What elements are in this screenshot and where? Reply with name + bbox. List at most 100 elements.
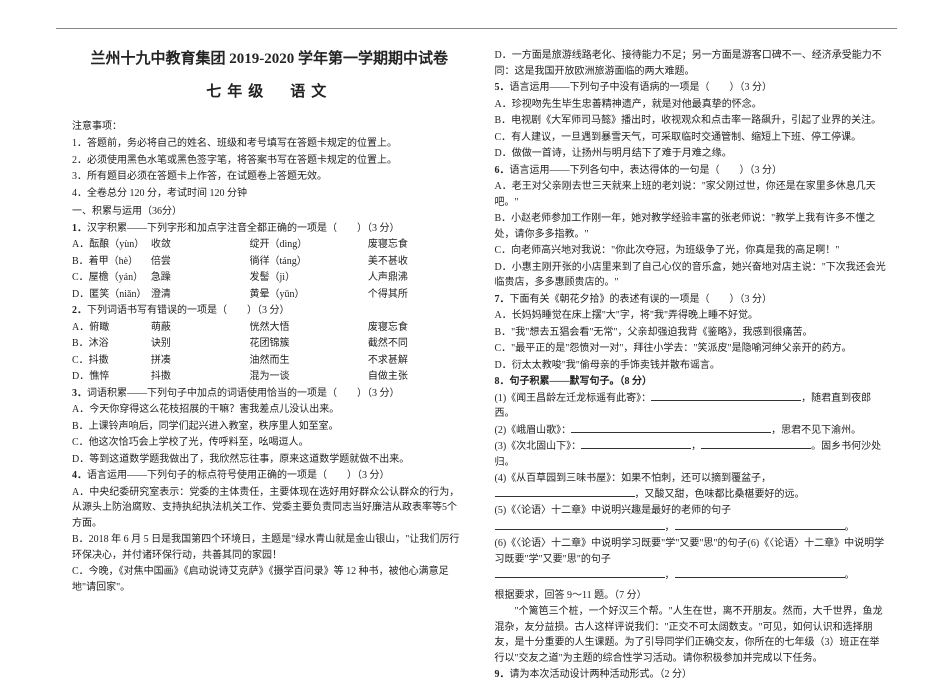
q8-5-pre: (5)《〈论语〉十二章》中说明兴趣是最好的老师的句子 xyxy=(495,505,732,516)
q2-opt-b: B．沐浴诀别花团锦簇截然不同 xyxy=(72,336,467,352)
cell: B．沐浴 xyxy=(72,336,151,352)
q8-item-1: (1)《闻王昌龄左迁龙标遥有此寄》：，随君直到夜郎西。 xyxy=(495,391,890,422)
fill-blank[interactable] xyxy=(495,520,665,530)
cell: 恍然大悟 xyxy=(250,320,368,336)
q6-stem: 6．语言运用——下列各句中，表达得体的一句是（ ）（3 分） xyxy=(495,163,890,179)
q2-stem-text: 下列词语书写有错误的一项是（ ）（3 分） xyxy=(87,305,290,316)
q5-stem: 5．语言运用——下列句子中没有语病的一项是（ ）（3 分） xyxy=(495,80,890,96)
cell: D．憔悴 xyxy=(72,369,151,385)
cell: 废寝忘食 xyxy=(368,237,467,253)
cell: 花团锦簇 xyxy=(250,336,368,352)
q6-opt-c: C．向老师高兴地对我说："你此次夺冠，为班级争了光，你真是我的高足啊！" xyxy=(495,243,890,259)
cell: A．酝酿（yùn） xyxy=(72,237,151,253)
q3-opt-a: A．今天你穿得这么花枝招展的干嘛？害我差点儿没认出来。 xyxy=(72,402,467,418)
notice-item: 1．答题前，务必将自己的姓名、班级和考号填写在答题卡规定的位置上。 xyxy=(72,136,467,152)
q8-label: 8．句子积累——默写句子。（8 分） xyxy=(495,376,653,387)
fill-blank[interactable] xyxy=(581,439,691,449)
q5-opt-a: A．珍视吻先生毕生忠善精神遗产，就是对他最真挚的怀念。 xyxy=(495,97,890,113)
notice-item: 3．所有题目必须在答题卡上作答，在试题卷上答题无效。 xyxy=(72,169,467,185)
q7-opt-a: A．长妈妈睡觉在床上摆"大"字，将"我"弄得晚上睡不好觉。 xyxy=(495,308,890,324)
q4-stem: 4．语言运用——下列句子的标点符号使用正确的一项是（ ）（3 分） xyxy=(72,468,467,484)
q6-opt-b: B．小赵老师参加工作刚一年，她对教学经验丰富的张老师说："教学上我有许多不懂之处… xyxy=(495,211,890,242)
cell: 个得其所 xyxy=(368,287,467,303)
q7-stem: 7．下面有关《朝花夕拾》的表述有误的一项是（ ）（3 分） xyxy=(495,292,890,308)
q1-stem-text: 汉字积累——下列字形和加点字注音全都正确的一项是（ ）（3 分） xyxy=(87,223,400,234)
q7-opt-c: C．"最平正的是"怨愤对一对"，拜往小学去："笑派皮"是隐喻河绅父亲开的药方。 xyxy=(495,341,890,357)
fill-blank[interactable] xyxy=(571,423,771,433)
q4-stem-text: 语言运用——下列句子的标点符号使用正确的一项是（ ）（3 分） xyxy=(87,470,390,481)
cell: 黄晕（yūn） xyxy=(250,287,368,303)
cell: 油然而生 xyxy=(250,353,368,369)
q1-stem: 1．汉字积累——下列字形和加点字注音全都正确的一项是（ ）（3 分） xyxy=(72,221,467,237)
q6-stem-text: 语言运用——下列各句中，表达得体的一句是（ ）（3 分） xyxy=(510,165,783,176)
q3-opt-b: B．上课铃声响后，同学们起兴进入教室，秩序里人如至室。 xyxy=(72,419,467,435)
q1-opt-c: C．屋檐（yán）急躁发髻（jì）人声鼎沸 xyxy=(72,270,467,286)
q8-item-4: (4)《从百草园到三味书屋》：如果不怕刺，还可以摘到覆盆子，，又酸又甜，色味都比… xyxy=(495,471,890,502)
q3-opt-d: D．等到这道数学题我做出了，我欣然忘往事，原来这道数学题就做不出来。 xyxy=(72,452,467,468)
q5-opt-b: B．电视剧《大军师司马懿》播出时，收视观众和点击率一路飙升，引起了业界的关注。 xyxy=(495,113,890,129)
q8-6-pre: (6)《〈论语〉十二章》中说明学习既要"学"又要"思"的句子 xyxy=(495,538,748,549)
q8-item-5b: ，。 xyxy=(495,520,890,536)
q8-item-3: (3)《次北固山下》：，。固乡书何沙处归。 xyxy=(495,439,890,470)
fill-blank[interactable] xyxy=(701,439,811,449)
cell: 人声鼎沸 xyxy=(368,270,467,286)
q4-opt-a: A．中央纪委研究室表示：党委的主体责任，主要体现在选好用好群众公认群众的行为，从… xyxy=(72,485,467,532)
task-head: 根据要求，回答 9～11 题。（7 分） xyxy=(495,588,890,604)
section-a-heading: 一、积累与运用（36分） xyxy=(72,204,467,220)
q5-stem-text: 语言运用——下列句子中没有语病的一项是（ ）（3 分） xyxy=(510,82,773,93)
cell: B．着甲（hè） xyxy=(72,254,151,270)
exam-title-sub: 七年级 语文 xyxy=(72,81,467,104)
task-body: "个篱笆三个桩，一个好汉三个帮。"人生在世，离不开朋友。然而，大千世界，鱼龙混杂… xyxy=(495,604,890,666)
fill-blank[interactable] xyxy=(651,391,801,401)
cell: 废寝忘食 xyxy=(368,320,467,336)
cell: 诀别 xyxy=(151,336,250,352)
fill-blank[interactable] xyxy=(675,568,845,578)
exam-title-main: 兰州十九中教育集团 2019-2020 学年第一学期期中试卷 xyxy=(72,48,467,71)
cell: 倍尝 xyxy=(151,254,250,270)
cell: C．抖擞 xyxy=(72,353,151,369)
q1-opt-d: D．匿笑（niǎn）澄清黄晕（yūn）个得其所 xyxy=(72,287,467,303)
cell: 混为一谈 xyxy=(250,369,368,385)
column-left: 兰州十九中教育集团 2019-2020 学年第一学期期中试卷 七年级 语文 注意… xyxy=(72,48,467,660)
fill-blank[interactable] xyxy=(675,520,845,530)
exam-content: 兰州十九中教育集团 2019-2020 学年第一学期期中试卷 七年级 语文 注意… xyxy=(72,48,889,660)
q7-opt-b: B．"我"想去五猖会看"无常"，父亲却强迫我背《鉴略》，我感到很痛苦。 xyxy=(495,325,890,341)
cell: 急躁 xyxy=(151,270,250,286)
q8-1-pre: (1)《闻王昌龄左迁龙标遥有此寄》： xyxy=(495,393,652,404)
q9-stem: 9．请为本次活动设计两种活动形式。（2 分） xyxy=(495,667,890,683)
q1-opt-b: B．着甲（hè）倍尝徜徉（táng）美不甚收 xyxy=(72,254,467,270)
notice-item: 4．全卷总分 120 分，考试时间 120 分钟 xyxy=(72,186,467,202)
q8-4-post: ，又酸又甜，色味都比桑椹要好的远。 xyxy=(635,489,805,500)
q3-stem-text: 词语积累——下列句子中加点的词语使用恰当的一项是（ ）（3 分） xyxy=(87,388,400,399)
fill-blank[interactable] xyxy=(495,487,635,497)
q1-opt-a: A．酝酿（yùn）收敛绽开（dìng）废寝忘食 xyxy=(72,237,467,253)
cell: 徜徉（táng） xyxy=(250,254,368,270)
q3-stem: 3．词语积累——下列句子中加点的词语使用恰当的一项是（ ）（3 分） xyxy=(72,386,467,402)
q4-opt-b: B．2018 年 6 月 5 日是我国第四个环境日，主题是"绿水青山就是金山银山… xyxy=(72,532,467,563)
cell: 不求甚解 xyxy=(368,353,467,369)
cell: C．屋檐（yán） xyxy=(72,270,151,286)
q6-opt-a: A．老王对父亲刚去世三天就来上班的老刘说："家父刚过世，你还是在家里多休息几天吧… xyxy=(495,179,890,210)
cell: A．俯瞰 xyxy=(72,320,151,336)
cell: 截然不同 xyxy=(368,336,467,352)
cell: 美不甚收 xyxy=(368,254,467,270)
cell: 抖擞 xyxy=(151,369,250,385)
q9-stem-text: 请为本次活动设计两种活动形式。（2 分） xyxy=(510,669,693,680)
cell: 澄清 xyxy=(151,287,250,303)
cell: D．匿笑（niǎn） xyxy=(72,287,151,303)
fill-blank[interactable] xyxy=(495,568,665,578)
q2-opt-c: C．抖擞拼凑油然而生不求甚解 xyxy=(72,353,467,369)
q2-stem: 2．下列词语书写有错误的一项是（ ）（3 分） xyxy=(72,303,467,319)
notice-heading: 注意事项： xyxy=(72,119,467,135)
q8-item-6b: ，。 xyxy=(495,568,890,584)
q2-opt-a: A．俯瞰萌蔽恍然大悟废寝忘食 xyxy=(72,320,467,336)
q7-opt-d: D．衍太太教唆"我"偷母亲的手饰卖钱并散布谣言。 xyxy=(495,358,890,374)
cell: 自做主张 xyxy=(368,369,467,385)
q3-opt-c: C．他这次恰巧会上学校了光，传呼料至，吆喝逗人。 xyxy=(72,435,467,451)
q2-opt-d: D．憔悴抖擞混为一谈自做主张 xyxy=(72,369,467,385)
q8-stem: 8．句子积累——默写句子。（8 分） xyxy=(495,374,890,390)
q6-opt-d: D．小惠主刚开张的小店里来到了自己心仪的音乐盒，她兴奋地对店主说："下次我还会光… xyxy=(495,260,890,291)
column-right: D．一方面是旅游线路老化、接待能力不足；另一方面是游客口碑不一、经济承受能力不同… xyxy=(495,48,890,660)
cell: 绽开（dìng） xyxy=(250,237,368,253)
q8-item-6: (6)《〈论语〉十二章》中说明学习既要"学"又要"思"的句子(6)《〈论语〉十二… xyxy=(495,536,890,567)
